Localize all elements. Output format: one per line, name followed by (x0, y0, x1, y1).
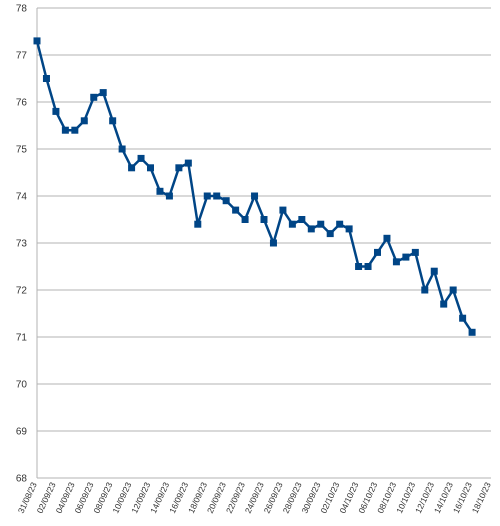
data-point (468, 328, 476, 336)
data-point (326, 230, 334, 238)
data-point (147, 164, 154, 172)
y-tick-label: 78 (16, 4, 28, 15)
y-tick-label: 70 (16, 380, 28, 391)
data-point (90, 93, 98, 101)
data-point (52, 107, 60, 115)
y-tick-label: 71 (16, 333, 28, 344)
data-point (71, 126, 79, 134)
y-tick-label: 77 (16, 51, 28, 62)
y-tick-label: 73 (16, 239, 28, 250)
data-point (165, 192, 173, 200)
data-point (184, 159, 192, 167)
data-point (288, 220, 296, 228)
data-point (175, 164, 183, 172)
data-point (374, 248, 381, 256)
data-point (99, 89, 107, 97)
data-point (411, 248, 419, 256)
data-point (317, 220, 325, 228)
data-point (109, 117, 117, 125)
data-point (156, 187, 164, 195)
data-point (269, 239, 277, 247)
data-point (430, 267, 438, 275)
data-point (203, 192, 211, 200)
data-point (232, 206, 240, 214)
data-point (279, 206, 287, 214)
y-tick-label: 76 (16, 98, 28, 109)
data-point (355, 263, 363, 270)
y-tick-label: 72 (16, 286, 28, 297)
y-tick-label: 75 (16, 145, 28, 156)
series-line (35, 40, 474, 333)
data-point (421, 286, 429, 294)
data-point (260, 216, 268, 223)
data-point (194, 220, 202, 228)
data-point (61, 126, 69, 134)
data-point (459, 314, 467, 322)
data-point (213, 192, 221, 200)
data-point (80, 117, 88, 125)
data-point (383, 234, 391, 242)
data-point (42, 75, 50, 82)
data-point (118, 145, 126, 153)
data-point (440, 300, 448, 308)
data-point (251, 192, 259, 200)
data-point (364, 263, 372, 270)
data-point (449, 286, 457, 294)
data-point (241, 216, 249, 223)
data-point (128, 164, 136, 172)
data-point (307, 225, 315, 233)
y-tick-label: 74 (16, 192, 28, 203)
data-point (402, 253, 410, 261)
y-tick-label: 68 (16, 474, 28, 485)
data-point (336, 220, 344, 228)
data-point (345, 225, 353, 233)
data-point (298, 216, 306, 223)
data-point (33, 37, 41, 45)
data-point (137, 154, 145, 162)
data-point (222, 197, 230, 205)
data-point (392, 258, 400, 266)
y-tick-label: 69 (16, 427, 28, 438)
